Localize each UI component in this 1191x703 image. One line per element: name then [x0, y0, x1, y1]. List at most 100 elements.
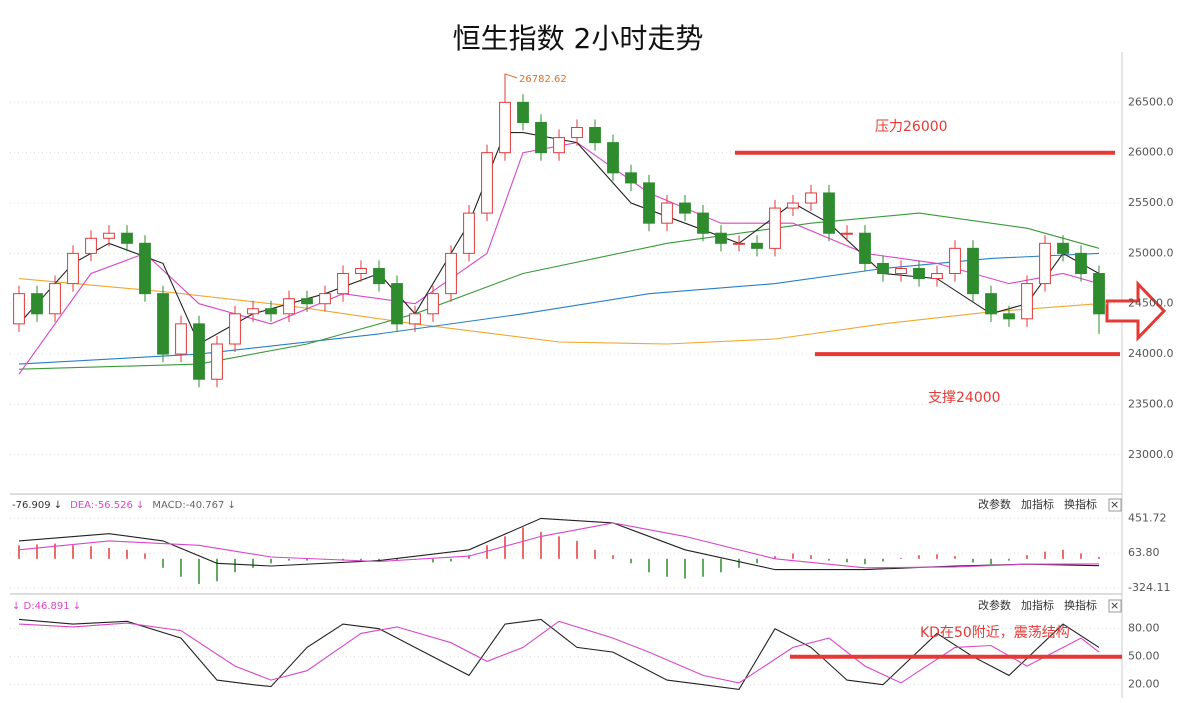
candle-body: [751, 242, 763, 249]
indicator-line: [18, 278, 1100, 345]
candle-body: [643, 182, 655, 224]
indicator-line: [18, 212, 1100, 370]
indicator-line: [18, 522, 1100, 569]
y-tick-label: 26000.0: [1128, 146, 1174, 159]
candle-body: [1093, 273, 1105, 315]
indicator-line: [18, 618, 1100, 690]
candle-body: [805, 192, 817, 204]
candle-body: [985, 293, 997, 315]
candle-body: [283, 298, 295, 315]
candle-body: [13, 293, 25, 325]
page-title: 恒生指数 2小时走势: [453, 22, 704, 55]
candle-body: [877, 262, 889, 275]
candle-body: [481, 152, 493, 214]
candle-body: [517, 101, 529, 123]
candle-body: [841, 232, 853, 235]
close-box: [1108, 498, 1122, 512]
close-box: [1108, 599, 1122, 613]
panel-button[interactable]: 改参数: [978, 598, 1011, 612]
y-tick-label: 80.00: [1128, 622, 1160, 635]
candle-body: [409, 313, 421, 325]
candle-body: [319, 293, 331, 305]
candle-body: [1057, 242, 1069, 254]
candle-body: [535, 121, 547, 154]
candle-body: [625, 172, 637, 184]
candle-body: [463, 212, 475, 254]
indicator-header: -76.909 ↓: [12, 500, 62, 511]
candle-body: [247, 308, 259, 315]
candle-body: [1003, 313, 1015, 320]
candle-body: [1021, 283, 1033, 320]
y-tick-label: 25500.0: [1128, 196, 1174, 209]
direction-arrow: [1105, 280, 1167, 342]
candle-body: [949, 247, 961, 275]
level-label: KD在50附近，震荡结构: [920, 625, 1070, 641]
candle-body: [679, 202, 691, 214]
y-tick-label: 25000.0: [1128, 246, 1174, 259]
candle-body: [445, 252, 457, 295]
candle-body: [661, 202, 673, 224]
candle-body: [787, 202, 799, 209]
indicator-header: MACD:-40.767 ↓: [152, 500, 236, 511]
candle-body: [139, 242, 151, 295]
candle-body: [301, 298, 313, 305]
candle-body: [337, 273, 349, 295]
peak-label: 26782.62: [519, 74, 567, 85]
y-tick-label: -324.11: [1128, 581, 1170, 594]
panel-button[interactable]: 改参数: [978, 497, 1011, 511]
panel-button[interactable]: ×: [1110, 498, 1119, 511]
y-tick-label: 24500.0: [1128, 297, 1174, 310]
panel-button[interactable]: ×: [1110, 599, 1119, 612]
panel-button[interactable]: 加指标: [1021, 598, 1054, 612]
indicator-line: [18, 620, 1100, 684]
y-tick-label: 50.00: [1128, 650, 1160, 663]
indicator-line: [18, 142, 1100, 375]
candle-body: [571, 127, 583, 139]
candle-body: [211, 343, 223, 380]
candle-body: [769, 207, 781, 249]
candle-body: [895, 267, 907, 275]
candle-body: [697, 212, 709, 234]
peak-pointer: [504, 73, 518, 79]
candle-body: [553, 137, 565, 154]
candle-body: [913, 267, 925, 280]
candle-body: [391, 283, 403, 325]
y-tick-label: 20.00: [1128, 678, 1160, 691]
indicator-header: DEA:-56.526 ↓: [70, 500, 144, 511]
candle-body: [607, 142, 619, 174]
candle-body: [823, 192, 835, 234]
candle-body: [733, 242, 745, 245]
panel-button[interactable]: 加指标: [1021, 497, 1054, 511]
candle-body: [1039, 242, 1051, 285]
candle-body: [355, 267, 367, 275]
y-tick-label: 23500.0: [1128, 397, 1174, 410]
candle-body: [427, 293, 439, 315]
y-tick-label: 451.72: [1128, 511, 1167, 524]
indicator-line: [18, 132, 1100, 345]
y-tick-label: 26500.0: [1128, 95, 1174, 108]
candle-body: [931, 273, 943, 280]
candle-body: [265, 308, 277, 315]
panel-button[interactable]: 换指标: [1064, 598, 1097, 612]
candle-body: [715, 232, 727, 244]
y-tick-label: 24000.0: [1128, 347, 1174, 360]
candle-body: [229, 313, 241, 345]
level-label: 支撑24000: [928, 390, 1001, 406]
candle-body: [49, 283, 61, 315]
y-tick-label: 23000.0: [1128, 448, 1174, 461]
y-tick-label: 63.80: [1128, 546, 1160, 559]
candle-body: [1075, 252, 1087, 275]
indicator-header: ↓ D:46.891 ↓: [12, 601, 81, 612]
candle-body: [103, 232, 115, 239]
candle-body: [157, 293, 169, 355]
candle-body: [859, 232, 871, 264]
candle-body: [85, 237, 97, 254]
candle-body: [31, 293, 43, 315]
panel-button[interactable]: 换指标: [1064, 497, 1097, 511]
candle-body: [373, 267, 385, 285]
candle-body: [193, 323, 205, 380]
candle-body: [589, 127, 601, 144]
candle-body: [67, 252, 79, 285]
candle-body: [121, 232, 133, 244]
